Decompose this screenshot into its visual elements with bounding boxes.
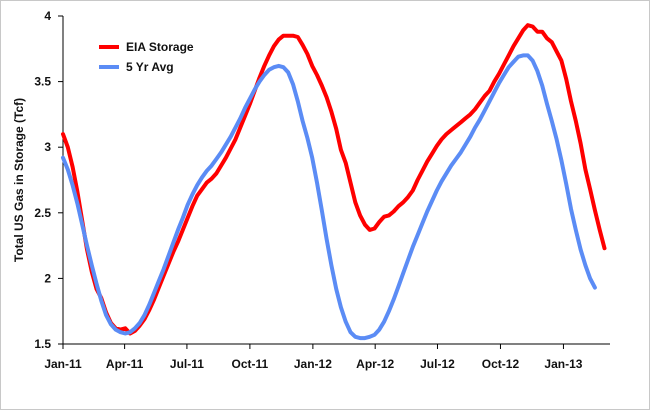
series-line-eia-storage <box>61 23 607 336</box>
x-tick-label: Apr-11 <box>106 357 144 371</box>
series-line-five-year-average <box>61 53 597 341</box>
legend-label: EIA Storage <box>126 40 194 54</box>
x-tick-label: Oct-12 <box>482 357 520 371</box>
y-axis-title: Total US Gas in Storage (Tcf) <box>12 98 26 262</box>
y-axis: 1.5 2 2.5 3 3.5 4 <box>34 9 64 351</box>
y-tick-label: 3.5 <box>34 75 51 89</box>
x-axis: Jan-11 Apr-11 Jul-11 Oct-11 Jan-12 Apr-12 Jul-… <box>44 343 610 371</box>
y-tick-label: 1.5 <box>34 337 51 351</box>
x-tick-label: Jan-13 <box>544 357 582 371</box>
series-layer <box>61 23 607 341</box>
x-tick-label: Oct-11 <box>232 357 269 371</box>
x-tick-label: Jul-12 <box>420 357 455 371</box>
y-tick-label: 2.5 <box>34 206 51 220</box>
x-tick-label: Jan-12 <box>294 357 332 371</box>
x-tick-label: Jan-11 <box>44 357 82 371</box>
y-tick-label: 3 <box>44 140 51 154</box>
y-tick-label: 2 <box>44 271 51 285</box>
x-tick-label: Apr-12 <box>356 357 394 371</box>
y-tick-label: 4 <box>44 9 51 23</box>
x-tick-label: Jul-11 <box>170 357 204 371</box>
legend: EIA Storage 5 Yr Avg <box>99 40 194 74</box>
legend-label: 5 Yr Avg <box>126 60 174 74</box>
